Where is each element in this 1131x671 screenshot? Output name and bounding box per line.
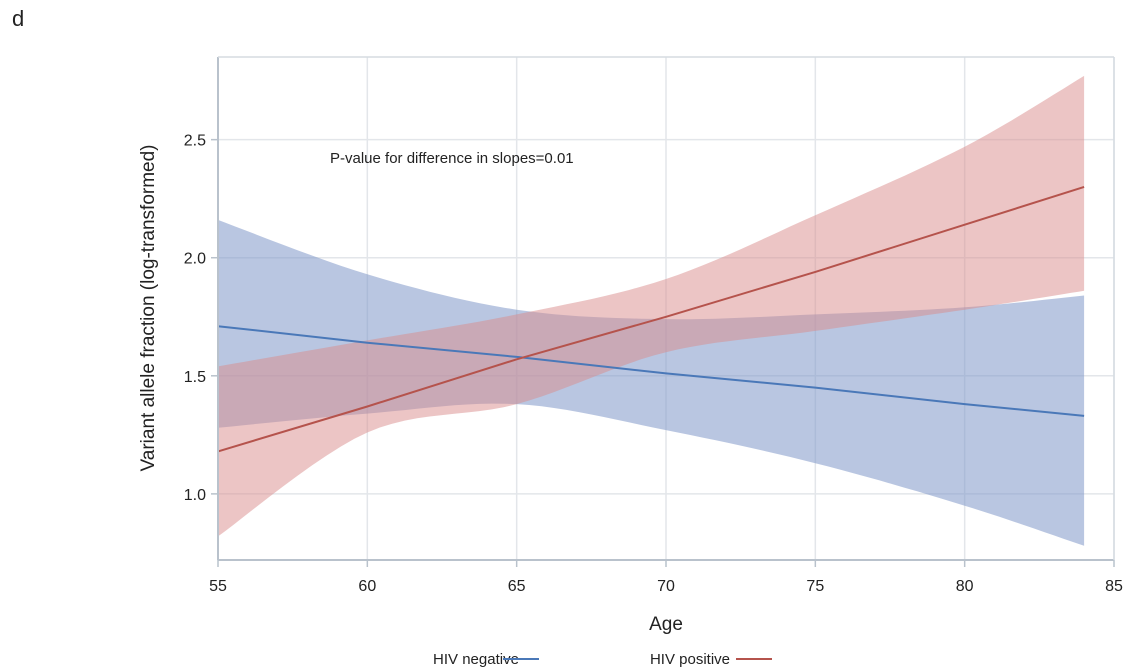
y-tick-label: 2.0 [184, 251, 206, 268]
y-tick-label: 1.5 [184, 369, 206, 386]
legend: HIV negative HIV positive [433, 651, 772, 668]
slope-pvalue-annotation: P-value for difference in slopes=0.01 [330, 150, 574, 167]
x-axis-title: Age [649, 614, 683, 635]
x-tick-label: 60 [358, 578, 376, 595]
x-tick-label: 85 [1105, 578, 1123, 595]
x-tick-label: 75 [806, 578, 824, 595]
x-tick-label: 65 [508, 578, 526, 595]
line-layer [217, 185, 1085, 453]
ci-band-hiv-positive [218, 75, 1085, 537]
axis-layer: 55 60 65 70 75 80 85 1.0 1.5 2.0 2.5 [184, 56, 1123, 595]
legend-label-hiv-negative: HIV negative [433, 651, 519, 668]
y-axis-title: Variant allele fraction (log-transformed… [138, 144, 159, 471]
ci-band-hiv-negative [218, 219, 1085, 546]
legend-label-hiv-positive: HIV positive [650, 651, 730, 668]
x-tick-label: 55 [209, 578, 227, 595]
fit-line-hiv-positive [217, 185, 1085, 453]
fit-line-hiv-negative [217, 325, 1085, 417]
x-tick-label: 80 [956, 578, 974, 595]
y-tick-label: 1.0 [184, 487, 206, 504]
band-layer [218, 75, 1085, 546]
y-tick-label: 2.5 [184, 133, 206, 150]
panel-label: d [12, 6, 25, 31]
x-tick-label: 70 [657, 578, 675, 595]
